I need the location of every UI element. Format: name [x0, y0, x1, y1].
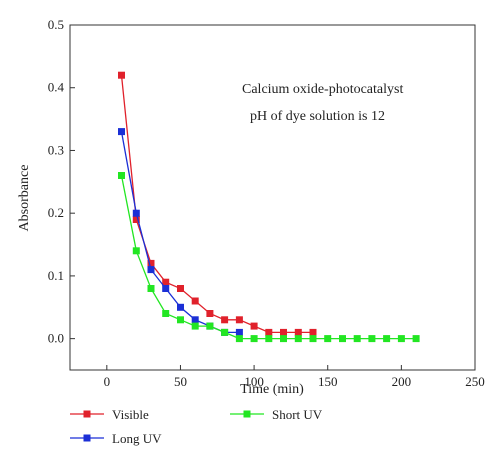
data-point [118, 71, 125, 79]
data-point [235, 335, 243, 343]
data-point [368, 335, 376, 343]
data-point [294, 328, 302, 336]
data-point [383, 335, 391, 343]
data-point [147, 285, 155, 292]
x-tick-label: 250 [465, 374, 485, 389]
data-point [162, 310, 170, 317]
data-point [221, 328, 229, 336]
data-point [118, 172, 125, 179]
data-point [353, 335, 361, 343]
data-point [118, 128, 125, 136]
annotation-line-2: pH of dye solution is 12 [250, 109, 385, 124]
data-point [177, 303, 184, 311]
annotation-line-1: Calcium oxide-photocatalyst [242, 82, 403, 97]
x-tick-label: 200 [392, 374, 412, 389]
data-point [206, 310, 214, 317]
data-point [221, 316, 229, 324]
x-axis-title: Time (min) [240, 382, 304, 397]
data-point [177, 285, 184, 292]
x-tick-label: 50 [174, 374, 187, 389]
data-point [177, 316, 184, 324]
data-point [162, 285, 170, 292]
legend-marker [83, 434, 91, 442]
legend-item: Long UV [70, 431, 162, 446]
data-point [280, 335, 287, 343]
legend: Visible Long UV Short UV [70, 407, 323, 446]
data-point [397, 335, 405, 343]
legend-item: Short UV [230, 407, 323, 422]
legend-marker [83, 410, 91, 418]
data-point [147, 259, 155, 267]
data-point [324, 335, 332, 343]
axis-ticks: 0 50 100 150 200 250 0.0 0.1 0.2 0.3 0.4 0.5 [48, 17, 485, 389]
y-tick-label: 0.1 [48, 268, 64, 283]
series-line [120, 131, 240, 334]
plot-frame [69, 24, 476, 371]
legend-item: Visible [70, 407, 149, 422]
data-point [191, 297, 199, 305]
y-tick-label: 0.5 [48, 17, 64, 32]
data-point [132, 209, 140, 217]
data-point [339, 335, 346, 343]
legend-label: Visible [112, 407, 149, 422]
legend-label: Short UV [272, 407, 323, 422]
data-point [147, 266, 155, 274]
data-point [191, 322, 199, 330]
data-point [294, 335, 302, 343]
data-point [309, 328, 317, 336]
y-tick-label: 0.0 [48, 331, 64, 346]
data-point [235, 316, 243, 324]
legend-label: Long UV [112, 431, 162, 446]
data-point [265, 328, 273, 336]
x-tick-label: 0 [104, 374, 111, 389]
data-point [132, 247, 140, 255]
data-point [250, 322, 258, 330]
y-tick-label: 0.3 [48, 142, 64, 157]
data-point [280, 328, 287, 336]
y-axis-title: Absorbance [17, 165, 32, 232]
y-tick-label: 0.4 [48, 80, 65, 95]
data-point [250, 335, 258, 343]
legend-marker [243, 410, 251, 418]
series-long-uv [118, 128, 243, 336]
data-point [235, 328, 243, 336]
data-point [309, 335, 317, 343]
data-point [412, 335, 420, 343]
data-point [162, 278, 170, 286]
data-point [132, 216, 140, 223]
data-point [265, 335, 273, 343]
x-tick-label: 150 [318, 374, 338, 389]
series-layer [118, 71, 420, 343]
x-tick-label: 100 [244, 374, 264, 389]
data-point [206, 322, 214, 330]
y-tick-label: 0.2 [48, 205, 64, 220]
series-short-uv [118, 172, 420, 343]
data-point [191, 316, 199, 324]
